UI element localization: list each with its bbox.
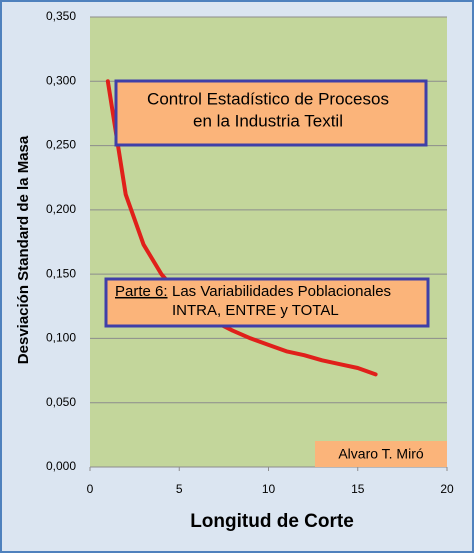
x-axis-title: Longitud de Corte bbox=[190, 511, 354, 532]
chart-title: Control Estadístico de Procesos bbox=[147, 89, 389, 108]
author-box bbox=[315, 441, 447, 467]
x-tick-label: 5 bbox=[176, 482, 183, 496]
y-tick-label: 0,350 bbox=[46, 9, 76, 23]
annotation-box bbox=[104, 277, 430, 328]
x-tick-label: 0 bbox=[87, 482, 94, 496]
y-axis-title: Desviación Standard de la Masa bbox=[15, 135, 32, 364]
line-series bbox=[105, 79, 378, 377]
annotation-label: Parte 6: bbox=[115, 283, 168, 300]
annotation-text: Las Variabilidades Poblacionales bbox=[172, 283, 391, 300]
author: Alvaro T. Miró bbox=[338, 446, 424, 462]
y-tick-label: 0,250 bbox=[46, 138, 76, 152]
y-tick-label: 0,200 bbox=[46, 202, 76, 216]
x-tick-label: 20 bbox=[440, 482, 454, 496]
y-tick-label: 0,300 bbox=[46, 73, 76, 87]
y-tick-label: 0,150 bbox=[46, 266, 76, 280]
title-box bbox=[114, 79, 428, 147]
chart-title: en la Industria Textil bbox=[193, 111, 343, 130]
y-tick-label: 0,100 bbox=[46, 331, 76, 345]
y-tick-label: 0,000 bbox=[46, 459, 76, 473]
x-tick-label: 10 bbox=[262, 482, 276, 496]
annotation-text: INTRA, ENTRE y TOTAL bbox=[172, 302, 339, 319]
y-tick-label: 0,050 bbox=[46, 395, 76, 409]
x-tick-label: 15 bbox=[351, 482, 365, 496]
